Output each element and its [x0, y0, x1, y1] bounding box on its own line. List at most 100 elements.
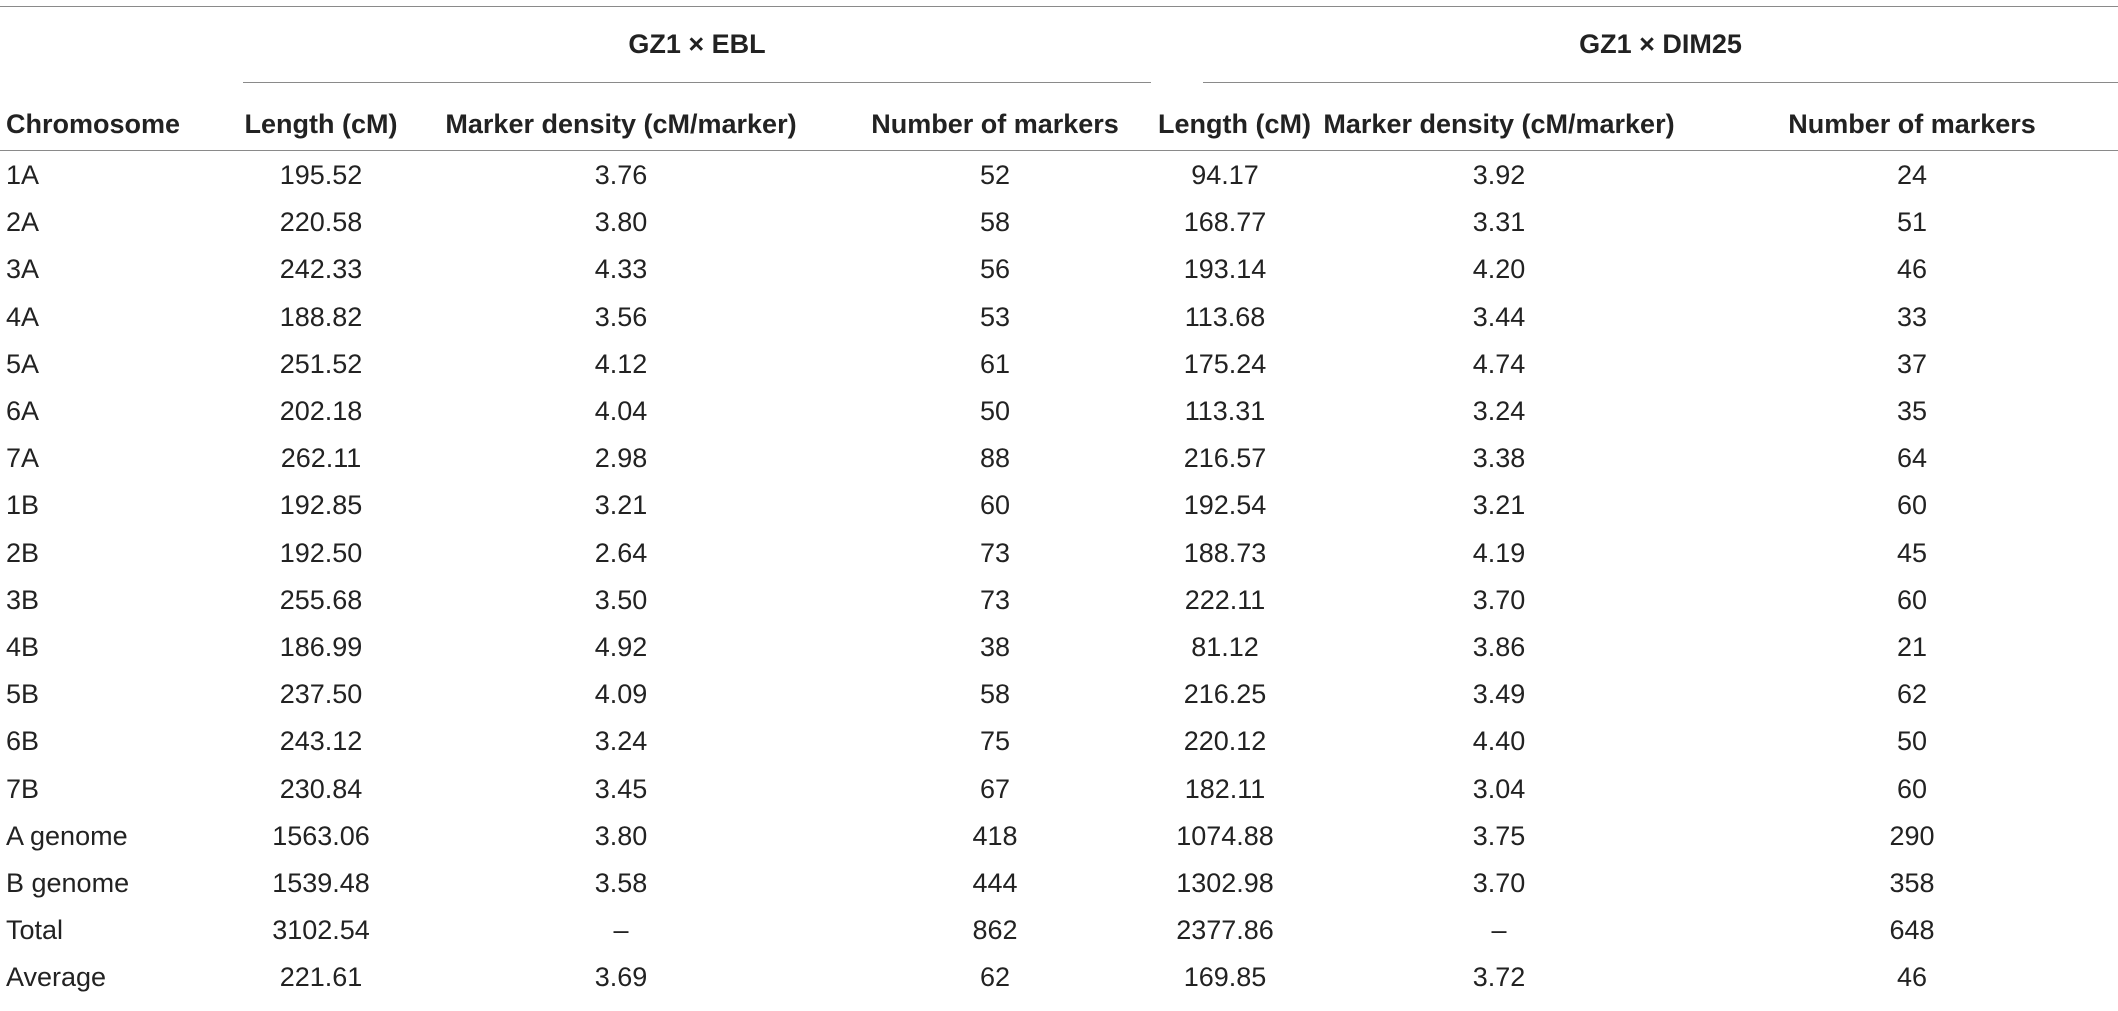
density-dim25-cell: 4.74 [1472, 348, 1526, 379]
density-ebl-cell: 4.04 [594, 396, 648, 427]
markers-ebl-cell: 73 [979, 584, 1011, 615]
density-dim25-cell: 3.24 [1472, 396, 1526, 427]
length-ebl-cell: 3102.54 [272, 915, 370, 946]
chromosome-cell: 1B [6, 490, 40, 521]
markers-dim25-cell: 46 [1896, 962, 1928, 993]
chromosome-cell: A genome [6, 820, 128, 851]
column-header-length-dim25: Length (cM) [1158, 108, 1311, 139]
markers-dim25-cell: 60 [1896, 584, 1928, 615]
markers-ebl-cell: 60 [979, 490, 1011, 521]
markers-dim25-cell: 358 [1889, 867, 1935, 898]
density-dim25-cell: 3.49 [1472, 679, 1526, 710]
markers-ebl-cell: 58 [979, 679, 1011, 710]
density-dim25-cell: 3.44 [1472, 301, 1526, 332]
length-dim25-cell: 192.54 [1183, 490, 1267, 521]
length-ebl-cell: 221.61 [279, 962, 363, 993]
chromosome-cell: 6A [6, 396, 40, 427]
table-row: 6A 202.18 4.04 50 113.31 3.24 35 [0, 388, 2118, 435]
length-dim25-cell: 175.24 [1183, 348, 1267, 379]
chromosome-cell: 2B [6, 537, 40, 568]
density-dim25-cell: 4.19 [1472, 537, 1526, 568]
markers-dim25-cell: 33 [1896, 301, 1928, 332]
table-row: 5B 237.50 4.09 58 216.25 3.49 62 [0, 671, 2118, 718]
table-row: 2B 192.50 2.64 73 188.73 4.19 45 [0, 530, 2118, 577]
group-title-gz1-dim25: GZ1 × DIM25 [1579, 29, 1742, 59]
markers-ebl-cell: 56 [979, 254, 1011, 285]
group-rule-gz1-ebl [243, 82, 1151, 83]
density-dim25-cell: 4.20 [1472, 254, 1526, 285]
markers-dim25-cell: 64 [1896, 443, 1928, 474]
density-ebl-cell: 3.76 [594, 160, 648, 191]
markers-ebl-cell: 862 [972, 915, 1018, 946]
length-dim25-cell: 1074.88 [1176, 820, 1274, 851]
table-row: 4B 186.99 4.92 38 81.12 3.86 21 [0, 624, 2118, 671]
chromosome-cell: Average [6, 962, 107, 993]
table-row: Average 221.61 3.69 62 169.85 3.72 46 [0, 954, 2118, 1001]
length-dim25-cell: 222.11 [1184, 584, 1266, 615]
length-dim25-cell: 81.12 [1191, 631, 1259, 662]
markers-ebl-cell: 52 [979, 160, 1011, 191]
length-ebl-cell: 243.12 [279, 726, 363, 757]
density-ebl-cell: 3.21 [594, 490, 648, 521]
density-ebl-cell: 4.12 [594, 348, 648, 379]
table-row: Total 3102.54 – 862 2377.86 – 648 [0, 907, 2118, 954]
density-ebl-cell: 3.69 [594, 962, 648, 993]
column-header-chromosome: Chromosome [6, 108, 181, 139]
table-row: 7A 262.11 2.98 88 216.57 3.38 64 [0, 435, 2118, 482]
length-ebl-cell: 192.50 [279, 537, 363, 568]
chromosome-cell: 4B [6, 631, 40, 662]
markers-dim25-cell: 648 [1889, 915, 1935, 946]
length-dim25-cell: 188.73 [1183, 537, 1267, 568]
table-top-rule [0, 6, 2118, 7]
markers-dim25-cell: 24 [1896, 160, 1928, 191]
length-ebl-cell: 202.18 [279, 396, 363, 427]
density-ebl-cell: 3.56 [594, 301, 648, 332]
length-ebl-cell: 192.85 [279, 490, 363, 521]
column-header-markers-ebl: Number of markers [871, 108, 1119, 139]
table-row: 1A 195.52 3.76 52 94.17 3.92 24 [0, 150, 2118, 199]
density-dim25-cell: 3.92 [1472, 160, 1526, 191]
column-header-density-ebl: Marker density (cM/marker) [445, 108, 797, 139]
density-dim25-cell: 3.31 [1472, 207, 1526, 238]
length-dim25-cell: 1302.98 [1176, 867, 1274, 898]
density-dim25-cell: 3.38 [1472, 443, 1526, 474]
header-bottom-rule [0, 150, 2118, 151]
markers-ebl-cell: 75 [979, 726, 1011, 757]
length-ebl-cell: 1563.06 [272, 820, 370, 851]
markers-dim25-cell: 60 [1896, 773, 1928, 804]
table-row: 3B 255.68 3.50 73 222.11 3.70 60 [0, 577, 2118, 624]
length-ebl-cell: 251.52 [279, 348, 363, 379]
table-row: 3A 242.33 4.33 56 193.14 4.20 46 [0, 246, 2118, 293]
density-ebl-cell: 3.45 [594, 773, 648, 804]
table-row: 2A 220.58 3.80 58 168.77 3.31 51 [0, 199, 2118, 246]
density-dim25-cell: – [1491, 915, 1507, 946]
chromosome-cell: 3B [6, 584, 40, 615]
density-ebl-cell: 3.80 [594, 207, 648, 238]
length-dim25-cell: 193.14 [1183, 254, 1267, 285]
column-header-density-dim25: Marker density (cM/marker) [1323, 108, 1675, 139]
length-ebl-cell: 188.82 [279, 301, 363, 332]
markers-dim25-cell: 290 [1889, 820, 1935, 851]
markers-ebl-cell: 53 [979, 301, 1011, 332]
table-row: 6B 243.12 3.24 75 220.12 4.40 50 [0, 718, 2118, 765]
markers-dim25-cell: 37 [1896, 348, 1928, 379]
chromosome-cell: 3A [6, 254, 40, 285]
markers-dim25-cell: 51 [1896, 207, 1928, 238]
chromosome-cell: 7B [6, 773, 40, 804]
chromosome-cell: Total [6, 915, 64, 946]
length-dim25-cell: 220.12 [1183, 726, 1267, 757]
length-ebl-cell: 220.58 [279, 207, 363, 238]
length-dim25-cell: 168.77 [1183, 207, 1267, 238]
chromosome-cell: B genome [6, 867, 130, 898]
density-ebl-cell: 2.98 [594, 443, 648, 474]
length-ebl-cell: 230.84 [279, 773, 363, 804]
markers-ebl-cell: 62 [979, 962, 1011, 993]
markers-dim25-cell: 46 [1896, 254, 1928, 285]
markers-ebl-cell: 88 [979, 443, 1011, 474]
chromosome-cell: 2A [6, 207, 40, 238]
density-ebl-cell: – [613, 915, 629, 946]
column-header-length-ebl: Length (cM) [244, 108, 398, 139]
density-ebl-cell: 3.58 [594, 867, 648, 898]
chromosome-cell: 4A [6, 301, 40, 332]
